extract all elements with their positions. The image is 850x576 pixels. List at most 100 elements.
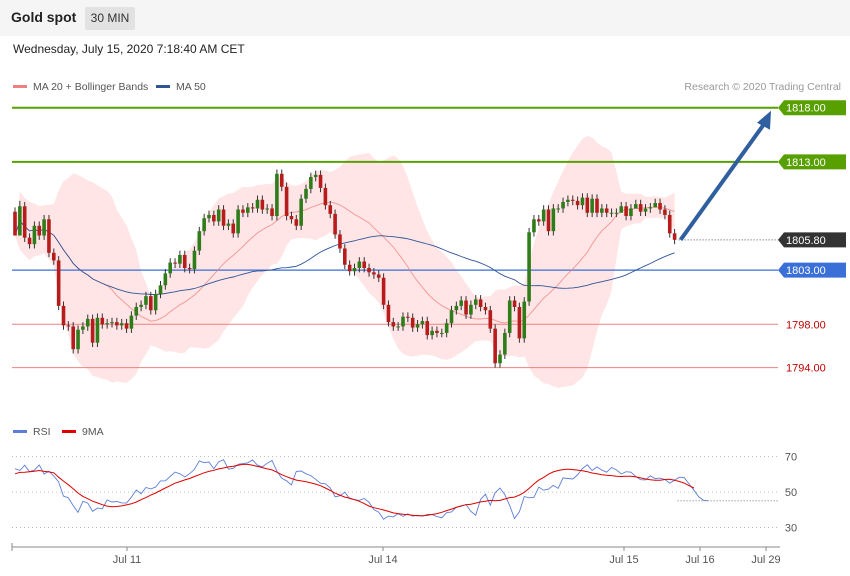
candle [144, 291, 148, 310]
rsi-tick-70: 70 [785, 452, 797, 464]
candle-body [47, 219, 51, 253]
ma50-line [14, 220, 675, 295]
level-label-1813.00: 1813.00 [786, 157, 826, 169]
candle-body [493, 328, 497, 364]
candle-body [343, 248, 347, 265]
candle [275, 169, 279, 221]
candle-body [168, 262, 172, 274]
candle-body [546, 209, 551, 232]
candle [459, 296, 463, 311]
candle [115, 317, 119, 330]
candle [624, 201, 628, 221]
candle [187, 263, 192, 274]
candle [672, 229, 677, 245]
candle [284, 182, 289, 221]
candle-body [81, 326, 85, 330]
candle-body [634, 204, 638, 209]
candle-body [158, 285, 163, 294]
candle [435, 326, 439, 338]
candle [391, 317, 396, 331]
candle [406, 312, 410, 323]
candle [318, 170, 323, 193]
candle-body [415, 324, 420, 328]
candle [464, 296, 468, 319]
legend-label-rsi: RSI [33, 426, 51, 438]
candle-body [100, 317, 105, 325]
candle-body [284, 186, 289, 217]
candle-body [507, 300, 512, 333]
candle [216, 205, 221, 226]
candle-body [309, 177, 313, 189]
level-label-box-1805.80 [778, 232, 846, 248]
candle [401, 312, 405, 331]
candle [522, 297, 527, 343]
candle-body [299, 198, 303, 226]
legend-swatch-ma20 [13, 85, 27, 88]
candle-body [246, 207, 250, 213]
x-tick-label: Jul 11 [113, 554, 142, 566]
candle [158, 280, 163, 299]
candle [648, 203, 653, 213]
candle-body [396, 326, 400, 328]
candle-body [570, 199, 575, 201]
timeframe-button[interactable]: 30 MIN [85, 7, 135, 30]
candle-body [279, 173, 284, 187]
candle-body [153, 293, 158, 311]
candle [231, 219, 236, 238]
candle [396, 322, 400, 331]
chart-date: Wednesday, July 15, 2020 7:18:40 AM CET [13, 42, 245, 56]
candle-body [527, 232, 531, 302]
candle-body [473, 299, 478, 305]
level-label-1794.00: 1794.00 [786, 363, 826, 375]
candle [517, 302, 522, 343]
rsi-tick-30: 30 [785, 523, 797, 535]
candle-body [440, 332, 444, 334]
candle [609, 208, 614, 218]
candle [255, 195, 260, 213]
candle-body [381, 277, 386, 305]
candle-body [454, 305, 459, 311]
x-tick-label: Jul 14 [368, 554, 397, 566]
candle [449, 305, 454, 328]
candle [527, 227, 531, 306]
candle [192, 246, 197, 274]
candle [493, 324, 497, 368]
level-label-1805.80: 1805.80 [786, 235, 826, 247]
level-label-1798.00: 1798.00 [786, 319, 826, 331]
candle-body [90, 318, 95, 343]
candle [614, 208, 619, 218]
candle-body [667, 214, 672, 234]
candle-body [22, 206, 27, 238]
forecast-arrow-line [678, 121, 767, 242]
candle [663, 205, 667, 220]
candle [260, 195, 265, 214]
candle-body [32, 225, 37, 245]
candle [168, 258, 172, 278]
copyright-text: Research © 2020 Trading Central [684, 81, 841, 93]
candle [333, 209, 337, 239]
candle-body [386, 304, 391, 323]
candle-body [532, 219, 536, 233]
candle-body [512, 300, 517, 307]
candle [47, 214, 51, 258]
candle-body [488, 310, 493, 329]
candle-body [105, 323, 109, 325]
candle [328, 200, 333, 219]
candle [425, 316, 430, 340]
candle-body [551, 208, 556, 232]
candle-body [580, 197, 585, 206]
candle-body [420, 321, 425, 325]
x-tick-label: Jul 15 [609, 554, 638, 566]
candle [478, 295, 483, 312]
candle [556, 204, 560, 213]
candle-body [604, 208, 609, 213]
candle [85, 314, 90, 331]
candle-body [42, 219, 46, 236]
candle [173, 258, 177, 268]
candle [52, 248, 56, 265]
candle-body [537, 219, 541, 222]
candle-body [401, 316, 405, 327]
candle-body [435, 330, 439, 333]
candle-body [260, 199, 265, 210]
candle-body [609, 212, 614, 214]
